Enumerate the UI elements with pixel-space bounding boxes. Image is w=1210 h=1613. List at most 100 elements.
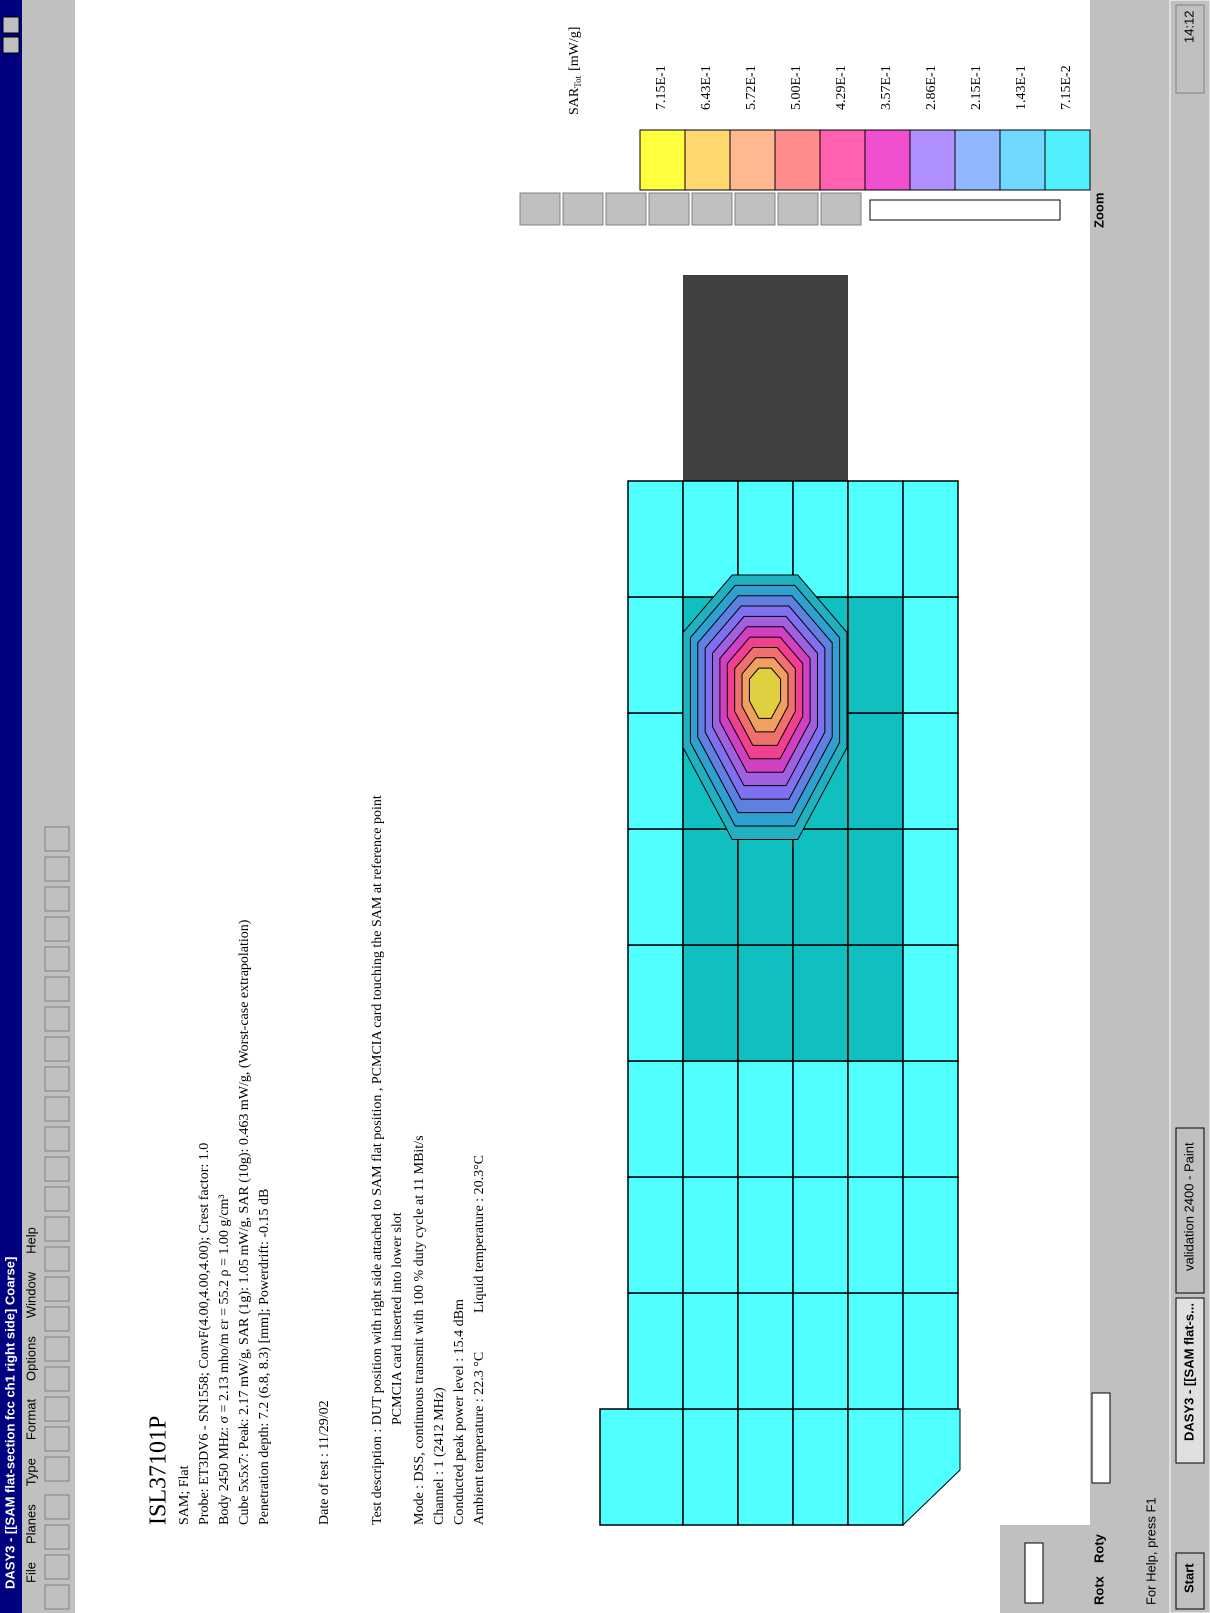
tool-button[interactable] bbox=[44, 1554, 70, 1580]
control-bar bbox=[1090, 0, 1135, 1613]
task-label: DASY3 - [[SAM flat-s... bbox=[1181, 1303, 1196, 1441]
menu-item[interactable]: Planes bbox=[23, 1504, 38, 1544]
rotx-slider[interactable] bbox=[1024, 1542, 1044, 1604]
condition-line: Channel : 1 (2412 MHz) bbox=[432, 1387, 447, 1525]
roty-label: Roty bbox=[1091, 1533, 1106, 1563]
tool-button[interactable] bbox=[44, 856, 70, 882]
legend-swatch bbox=[729, 129, 776, 191]
legend-label: 6.43E-1 bbox=[699, 65, 714, 110]
view-tool[interactable] bbox=[648, 192, 690, 226]
tool-button[interactable] bbox=[44, 1584, 70, 1610]
legend-swatch bbox=[954, 129, 1001, 191]
zoom-slider[interactable] bbox=[869, 199, 1061, 221]
maximize[interactable] bbox=[2, 36, 20, 54]
grid-cell bbox=[847, 828, 904, 946]
grid-cell bbox=[737, 1060, 794, 1178]
legend-swatch bbox=[1044, 129, 1091, 191]
roty-slider[interactable] bbox=[1091, 1392, 1111, 1484]
view-tool[interactable] bbox=[777, 192, 819, 226]
view-tool[interactable] bbox=[519, 192, 561, 226]
doc-heading: ISL37101P bbox=[146, 1416, 172, 1525]
grid-cell bbox=[737, 944, 794, 1062]
doc-line: Penetration depth: 7.2 (6.8, 8.3) [mm]; … bbox=[257, 1189, 272, 1525]
tool-button[interactable] bbox=[44, 1366, 70, 1392]
grid-cell bbox=[682, 944, 739, 1062]
legend-swatch bbox=[639, 129, 686, 191]
menu-item[interactable]: Window bbox=[23, 1271, 38, 1318]
condition-line: Mode : DSS, continuous transmit with 100… bbox=[412, 1135, 427, 1525]
legend-swatch bbox=[774, 129, 821, 191]
grid-cell bbox=[627, 828, 684, 946]
grid-cell bbox=[902, 1176, 959, 1294]
view-tool[interactable] bbox=[734, 192, 776, 226]
grid-cell bbox=[792, 828, 849, 946]
doc-line: Cube 5x5x7: Peak: 2.17 mW/g, SAR (1g): 1… bbox=[237, 919, 252, 1525]
grid-cell bbox=[902, 480, 959, 598]
grid-cell bbox=[792, 1408, 849, 1526]
view-tool[interactable] bbox=[691, 192, 733, 226]
tool-button[interactable] bbox=[44, 916, 70, 942]
legend-title: SARTot[mW/g] bbox=[567, 27, 583, 115]
tool-button[interactable] bbox=[44, 946, 70, 972]
menu-item[interactable]: Options bbox=[23, 1336, 38, 1381]
menu-item[interactable]: Type bbox=[23, 1458, 38, 1486]
close[interactable] bbox=[2, 16, 20, 34]
grid-cell bbox=[682, 1060, 739, 1178]
tray bbox=[1175, 4, 1205, 94]
legend-swatch bbox=[684, 129, 731, 191]
legend-swatch bbox=[864, 129, 911, 191]
grid-cell bbox=[682, 1408, 739, 1526]
start-label: Start bbox=[1181, 1563, 1196, 1593]
tool-button[interactable] bbox=[44, 1216, 70, 1242]
control-panel bbox=[1000, 1525, 1090, 1613]
contour bbox=[748, 667, 782, 719]
liquid: Liquid temperature : 20.3°C bbox=[472, 1155, 487, 1313]
tool-button[interactable] bbox=[44, 1456, 70, 1482]
tool-button[interactable] bbox=[44, 1336, 70, 1362]
window-title: DASY3 - [[SAM flat-section fcc ch1 right… bbox=[2, 1257, 17, 1589]
tool-button[interactable] bbox=[44, 1306, 70, 1332]
tool-button[interactable] bbox=[44, 976, 70, 1002]
tool-button[interactable] bbox=[44, 1096, 70, 1122]
tool-button[interactable] bbox=[44, 1246, 70, 1272]
grid-cell bbox=[792, 1292, 849, 1410]
tool-button[interactable] bbox=[44, 1426, 70, 1452]
grid-cell bbox=[682, 828, 739, 946]
grid-cell bbox=[599, 1408, 684, 1526]
menu-item[interactable]: Format bbox=[23, 1399, 38, 1441]
grid-cell bbox=[902, 944, 959, 1062]
view-tool[interactable] bbox=[605, 192, 647, 226]
tool-button[interactable] bbox=[44, 1186, 70, 1212]
tool-button[interactable] bbox=[44, 826, 70, 852]
tool-button[interactable] bbox=[44, 1396, 70, 1422]
tool-button[interactable] bbox=[44, 1036, 70, 1062]
menu-item[interactable]: Help bbox=[23, 1227, 38, 1254]
doc-line: SAM; Flat bbox=[177, 1465, 192, 1525]
view-tool[interactable] bbox=[820, 192, 862, 226]
grid-cell bbox=[847, 1060, 904, 1178]
tool-button[interactable] bbox=[44, 1006, 70, 1032]
tool-button[interactable] bbox=[44, 1494, 70, 1520]
grid-cell bbox=[847, 1408, 904, 1526]
task-label: validation 2400 - Paint bbox=[1181, 1142, 1196, 1271]
grid-cell bbox=[627, 1060, 684, 1178]
tool-button[interactable] bbox=[44, 1156, 70, 1182]
tool-button[interactable] bbox=[44, 886, 70, 912]
view-tool[interactable] bbox=[562, 192, 604, 226]
menu-item[interactable]: File bbox=[23, 1562, 38, 1583]
legend-label: 5.00E-1 bbox=[789, 65, 804, 110]
task-button[interactable] bbox=[1175, 1127, 1205, 1294]
tool-button[interactable] bbox=[44, 1276, 70, 1302]
task-button[interactable] bbox=[1175, 1297, 1205, 1464]
grid-cell bbox=[627, 596, 684, 714]
doc-line: Probe: ET3DV6 - SN1558; ConvF(4.00,4.00,… bbox=[197, 1143, 212, 1525]
start-button[interactable] bbox=[1175, 1552, 1205, 1610]
grid-cell bbox=[627, 944, 684, 1062]
ambient: Ambient temperature : 22.3 °C bbox=[472, 1352, 487, 1525]
tool-button[interactable] bbox=[44, 1524, 70, 1550]
tool-button[interactable] bbox=[44, 1066, 70, 1092]
tool-button[interactable] bbox=[44, 1126, 70, 1152]
legend-label: 7.15E-2 bbox=[1059, 65, 1074, 110]
